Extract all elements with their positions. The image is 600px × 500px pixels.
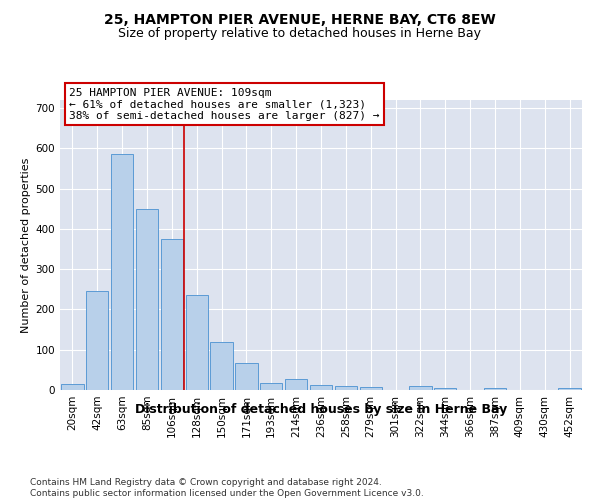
Bar <box>310 385 332 390</box>
Y-axis label: Number of detached properties: Number of detached properties <box>22 158 31 332</box>
Bar <box>136 209 158 390</box>
Bar <box>335 386 357 390</box>
Bar <box>484 388 506 390</box>
Bar <box>235 362 257 390</box>
Bar <box>161 239 183 390</box>
Text: 25, HAMPTON PIER AVENUE, HERNE BAY, CT6 8EW: 25, HAMPTON PIER AVENUE, HERNE BAY, CT6 … <box>104 12 496 26</box>
Text: Contains HM Land Registry data © Crown copyright and database right 2024.
Contai: Contains HM Land Registry data © Crown c… <box>30 478 424 498</box>
Bar <box>185 296 208 390</box>
Bar <box>409 386 431 390</box>
Bar <box>211 342 233 390</box>
Bar <box>285 378 307 390</box>
Text: 25 HAMPTON PIER AVENUE: 109sqm
← 61% of detached houses are smaller (1,323)
38% : 25 HAMPTON PIER AVENUE: 109sqm ← 61% of … <box>69 88 380 120</box>
Bar <box>111 154 133 390</box>
Bar <box>61 384 83 390</box>
Text: Size of property relative to detached houses in Herne Bay: Size of property relative to detached ho… <box>119 28 482 40</box>
Bar <box>86 292 109 390</box>
Bar <box>559 388 581 390</box>
Bar <box>434 388 457 390</box>
Bar <box>260 383 283 390</box>
Bar <box>359 387 382 390</box>
Text: Distribution of detached houses by size in Herne Bay: Distribution of detached houses by size … <box>135 402 507 415</box>
